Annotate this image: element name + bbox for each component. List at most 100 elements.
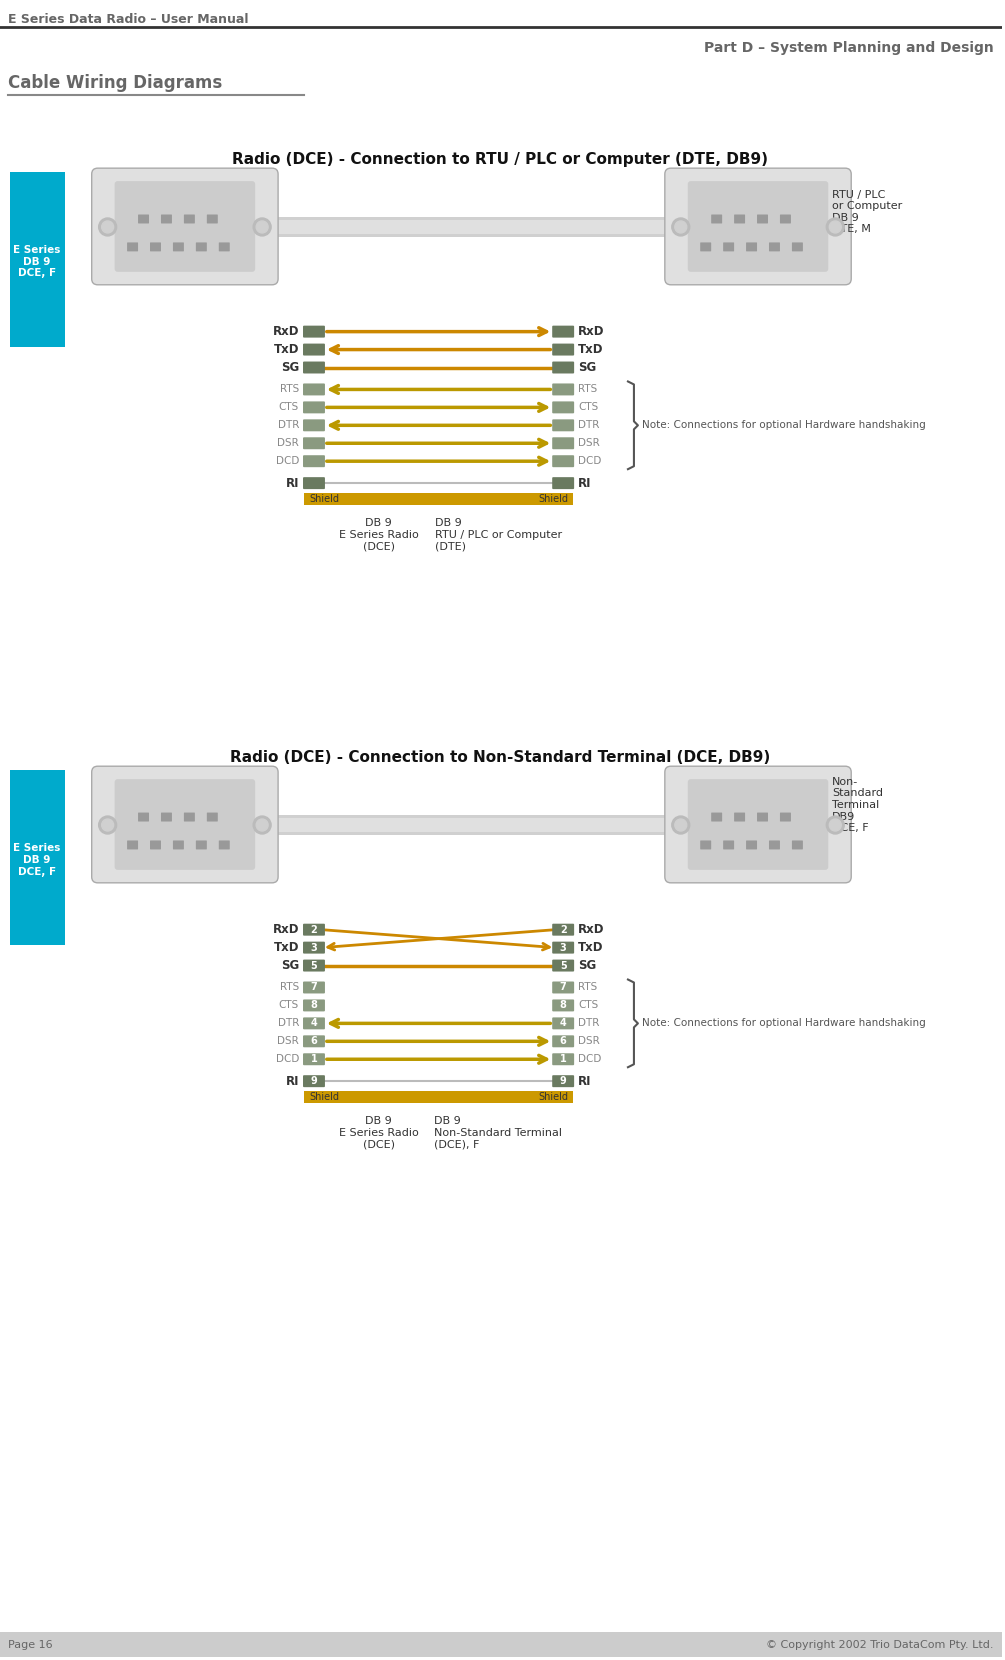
Text: Shield: Shield <box>538 1092 568 1102</box>
FancyBboxPatch shape <box>173 242 184 251</box>
Text: 7: 7 <box>560 983 567 993</box>
Text: 6: 6 <box>311 438 318 448</box>
Text: Radio (DCE) - Connection to RTU / PLC or Computer (DTE, DB9): Radio (DCE) - Connection to RTU / PLC or… <box>232 153 769 168</box>
Text: 6: 6 <box>311 1036 318 1046</box>
Text: 1: 1 <box>560 457 567 466</box>
FancyBboxPatch shape <box>207 812 218 822</box>
Text: DB 9
E Series Radio
(DCE): DB 9 E Series Radio (DCE) <box>339 1116 419 1149</box>
FancyBboxPatch shape <box>746 840 757 850</box>
Circle shape <box>826 817 844 833</box>
FancyBboxPatch shape <box>769 242 780 251</box>
FancyBboxPatch shape <box>792 242 803 251</box>
Circle shape <box>674 818 686 832</box>
Text: DCD: DCD <box>275 1054 299 1064</box>
Text: DB 9
Non-Standard Terminal
(DCE), F: DB 9 Non-Standard Terminal (DCE), F <box>434 1116 563 1149</box>
FancyBboxPatch shape <box>304 383 325 395</box>
FancyBboxPatch shape <box>552 941 574 953</box>
Text: DSR: DSR <box>578 438 600 448</box>
FancyBboxPatch shape <box>734 214 745 224</box>
Text: SG: SG <box>280 360 299 374</box>
Circle shape <box>98 217 117 236</box>
Text: 5: 5 <box>311 362 318 372</box>
FancyBboxPatch shape <box>115 181 255 272</box>
FancyBboxPatch shape <box>304 999 325 1011</box>
Text: Shield: Shield <box>309 1092 339 1102</box>
Circle shape <box>671 817 689 833</box>
FancyBboxPatch shape <box>304 941 325 953</box>
Text: 3: 3 <box>560 943 567 953</box>
Circle shape <box>253 817 271 833</box>
FancyBboxPatch shape <box>769 840 780 850</box>
Text: DB 9
E Series Radio
(DCE): DB 9 E Series Radio (DCE) <box>339 518 419 551</box>
FancyBboxPatch shape <box>552 325 574 337</box>
FancyBboxPatch shape <box>304 420 325 432</box>
FancyBboxPatch shape <box>687 181 828 272</box>
Circle shape <box>829 221 841 232</box>
FancyBboxPatch shape <box>552 981 574 993</box>
Text: DSR: DSR <box>578 1036 600 1046</box>
Text: 3: 3 <box>560 345 567 355</box>
Text: 2: 2 <box>311 327 318 337</box>
Text: RxD: RxD <box>578 923 605 936</box>
FancyBboxPatch shape <box>304 923 325 936</box>
Text: CTS: CTS <box>578 1001 598 1011</box>
FancyBboxPatch shape <box>304 402 325 413</box>
FancyBboxPatch shape <box>552 1036 574 1047</box>
FancyBboxPatch shape <box>161 214 172 224</box>
Text: Shield: Shield <box>538 495 568 505</box>
FancyBboxPatch shape <box>196 242 207 251</box>
Circle shape <box>98 817 117 833</box>
Bar <box>0 1632 1002 1657</box>
FancyBboxPatch shape <box>712 214 723 224</box>
Text: CTS: CTS <box>278 402 299 412</box>
Text: Page 16: Page 16 <box>8 1640 52 1650</box>
Text: Cable Wiring Diagrams: Cable Wiring Diagrams <box>8 75 222 93</box>
Circle shape <box>671 217 689 236</box>
Text: Non-
Standard
Terminal
DB9
DCE, F: Non- Standard Terminal DB9 DCE, F <box>832 777 883 833</box>
FancyBboxPatch shape <box>700 840 712 850</box>
Text: 8: 8 <box>311 1001 318 1011</box>
FancyBboxPatch shape <box>115 779 255 870</box>
Text: 2: 2 <box>560 327 567 337</box>
Text: RTS: RTS <box>578 385 597 395</box>
Bar <box>304 493 573 505</box>
Text: TxD: TxD <box>273 941 299 954</box>
Text: 4: 4 <box>311 1018 318 1028</box>
Text: 8: 8 <box>560 402 567 412</box>
Text: SG: SG <box>578 360 596 374</box>
Text: RTS: RTS <box>279 385 299 395</box>
Text: 3: 3 <box>311 345 318 355</box>
FancyBboxPatch shape <box>552 1018 574 1029</box>
Text: RI: RI <box>578 476 592 490</box>
Text: DTR: DTR <box>277 1018 299 1028</box>
Circle shape <box>253 217 271 236</box>
Text: 8: 8 <box>560 1001 567 1011</box>
Text: Part D – System Planning and Design: Part D – System Planning and Design <box>705 40 994 55</box>
Text: 2: 2 <box>560 925 567 935</box>
FancyBboxPatch shape <box>150 840 161 850</box>
FancyBboxPatch shape <box>138 214 149 224</box>
FancyBboxPatch shape <box>304 1018 325 1029</box>
Text: E Series Data Radio – User Manual: E Series Data Radio – User Manual <box>8 13 248 25</box>
Text: 6: 6 <box>560 438 567 448</box>
Text: DSR: DSR <box>277 438 299 448</box>
FancyBboxPatch shape <box>552 923 574 936</box>
FancyBboxPatch shape <box>184 812 195 822</box>
Text: 7: 7 <box>311 385 318 395</box>
FancyBboxPatch shape <box>552 476 574 490</box>
Text: RTS: RTS <box>578 983 597 993</box>
FancyBboxPatch shape <box>304 959 325 971</box>
FancyBboxPatch shape <box>712 812 723 822</box>
Text: CTS: CTS <box>278 1001 299 1011</box>
Text: E Series
DB 9
DCE, F: E Series DB 9 DCE, F <box>13 246 60 279</box>
Text: SG: SG <box>578 959 596 973</box>
FancyBboxPatch shape <box>304 981 325 993</box>
Circle shape <box>102 221 114 232</box>
Text: 7: 7 <box>560 385 567 395</box>
FancyBboxPatch shape <box>780 214 791 224</box>
Bar <box>264 217 677 237</box>
Text: 1: 1 <box>311 457 318 466</box>
Text: RI: RI <box>578 1074 592 1087</box>
Text: RI: RI <box>285 1074 299 1087</box>
FancyBboxPatch shape <box>219 840 230 850</box>
